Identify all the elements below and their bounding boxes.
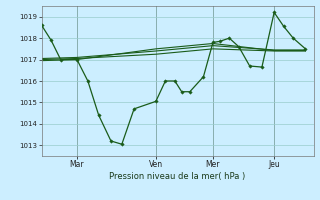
- X-axis label: Pression niveau de la mer( hPa ): Pression niveau de la mer( hPa ): [109, 172, 246, 181]
